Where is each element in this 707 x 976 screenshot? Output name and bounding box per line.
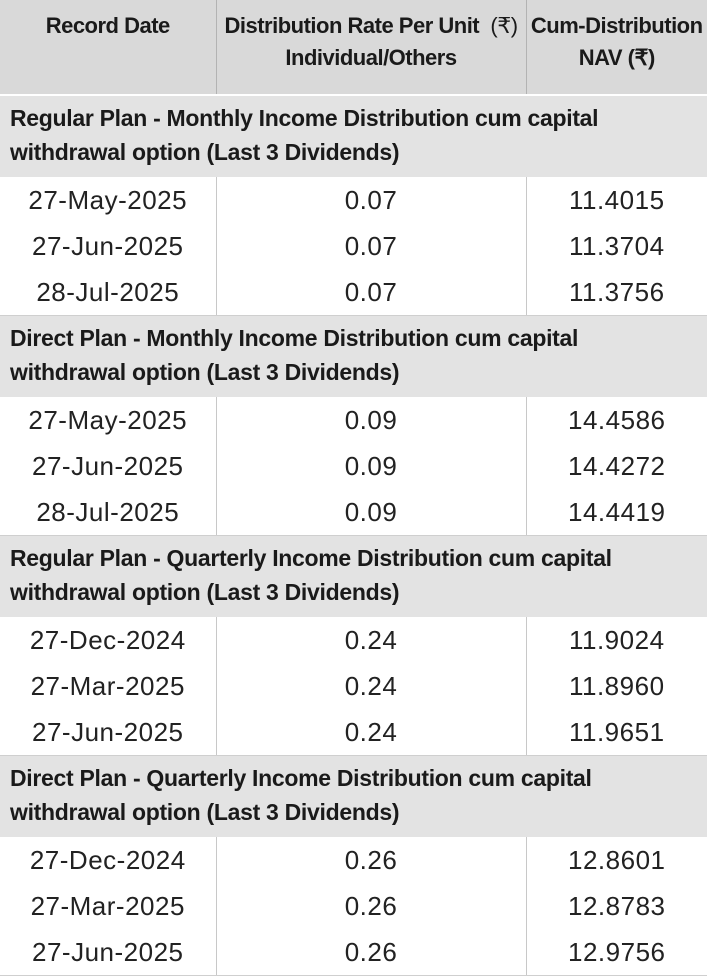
table-row: 27-Jun-2025 0.26 12.9756 (0, 929, 707, 976)
header-nav-line1: Cum-Distribution (530, 13, 703, 38)
table-row: 27-Jun-2025 0.07 11.3704 (0, 223, 707, 269)
distribution-rate-cell: 0.09 (215, 443, 526, 489)
nav-cell: 11.9651 (525, 709, 707, 756)
distribution-rate-cell: 0.09 (215, 489, 526, 536)
record-date-cell: 27-Jun-2025 (0, 709, 216, 756)
table-row: 28-Jul-2025 0.07 11.3756 (0, 269, 707, 316)
nav-cell: 12.8783 (525, 883, 707, 929)
table-header-row: Record Date Distribution Rate Per Unit (… (0, 0, 707, 96)
header-rate-currency: (₹) (490, 13, 518, 38)
section-header-row: Regular Plan - Quarterly Income Distribu… (0, 535, 707, 617)
nav-cell: 11.3704 (525, 223, 707, 269)
distribution-rate-cell: 0.26 (215, 883, 526, 929)
nav-cell: 11.3756 (525, 269, 707, 316)
table-row: 27-May-2025 0.09 14.4586 (0, 397, 707, 443)
record-date-cell: 27-Mar-2025 (30, 670, 185, 701)
distribution-rate-cell: 0.26 (215, 837, 526, 883)
table-row: 27-Mar-2025 0.26 12.8783 (0, 883, 707, 929)
record-date-cell: 27-Dec-2024 (29, 844, 186, 875)
record-date-cell: 27-Jun-2025 (32, 230, 184, 261)
table-row: 27-Dec-2024 0.24 11.9024 (0, 617, 707, 663)
table-row: 28-Jul-2025 0.09 14.4419 (0, 489, 707, 536)
nav-cell: 14.4272 (525, 443, 707, 489)
header-nav-line2: NAV (₹) (578, 45, 656, 70)
record-date-cell: 28-Jul-2025 (0, 269, 216, 316)
distribution-rate-cell: 0.24 (215, 617, 526, 663)
header-rate-title: Distribution Rate Per Unit (224, 13, 480, 38)
table-row: 27-Dec-2024 0.26 12.8601 (0, 837, 707, 883)
record-date-cell: 27-Mar-2025 (30, 890, 185, 921)
nav-cell: 11.4015 (525, 177, 707, 223)
distribution-rate-cell: 0.07 (215, 269, 526, 316)
distribution-rate-cell: 0.24 (215, 663, 526, 709)
nav-cell: 11.8960 (525, 663, 707, 709)
section-title: Direct Plan - Monthly Income Distributio… (0, 315, 707, 397)
section-title: Direct Plan - Quarterly Income Distribut… (0, 755, 707, 837)
header-rate-line1: Distribution Rate Per Unit (₹) (224, 10, 518, 42)
table-row: 27-Jun-2025 0.09 14.4272 (0, 443, 707, 489)
record-date-cell: 28-Jul-2025 (0, 489, 216, 536)
record-date-cell: 27-May-2025 (28, 404, 188, 435)
header-distribution-rate: Distribution Rate Per Unit (₹) Individua… (215, 0, 527, 96)
distribution-rate-cell: 0.07 (215, 223, 526, 269)
nav-cell: 12.9756 (525, 929, 707, 976)
table-row: 27-May-2025 0.07 11.4015 (0, 177, 707, 223)
record-date-cell: 27-Jun-2025 (0, 929, 216, 976)
section-header-row: Regular Plan - Monthly Income Distributi… (0, 95, 707, 177)
header-cum-distribution-nav: Cum-Distribution NAV (₹) (525, 0, 707, 96)
section-header-row: Direct Plan - Quarterly Income Distribut… (0, 755, 707, 837)
distribution-rate-cell: 0.24 (215, 709, 526, 756)
section-title: Regular Plan - Quarterly Income Distribu… (0, 535, 707, 617)
distribution-rate-cell: 0.26 (215, 929, 526, 976)
table-row: 27-Jun-2025 0.24 11.9651 (0, 709, 707, 756)
nav-cell: 14.4586 (525, 397, 707, 443)
distribution-rate-cell: 0.09 (215, 397, 526, 443)
table-row: 27-Mar-2025 0.24 11.8960 (0, 663, 707, 709)
nav-cell: 12.8601 (525, 837, 707, 883)
table-body: Regular Plan - Monthly Income Distributi… (0, 95, 707, 976)
record-date-cell: 27-Dec-2024 (29, 624, 186, 655)
record-date-cell: 27-Jun-2025 (32, 450, 184, 481)
header-record-date: Record Date (0, 0, 217, 96)
nav-cell: 14.4419 (525, 489, 707, 536)
header-record-date-label: Record Date (45, 13, 171, 38)
section-header-row: Direct Plan - Monthly Income Distributio… (0, 315, 707, 397)
record-date-cell: 27-May-2025 (28, 184, 188, 215)
header-rate-line2: Individual/Others (285, 45, 457, 70)
nav-cell: 11.9024 (525, 617, 707, 663)
section-title: Regular Plan - Monthly Income Distributi… (0, 95, 707, 177)
distribution-rate-cell: 0.07 (215, 177, 526, 223)
